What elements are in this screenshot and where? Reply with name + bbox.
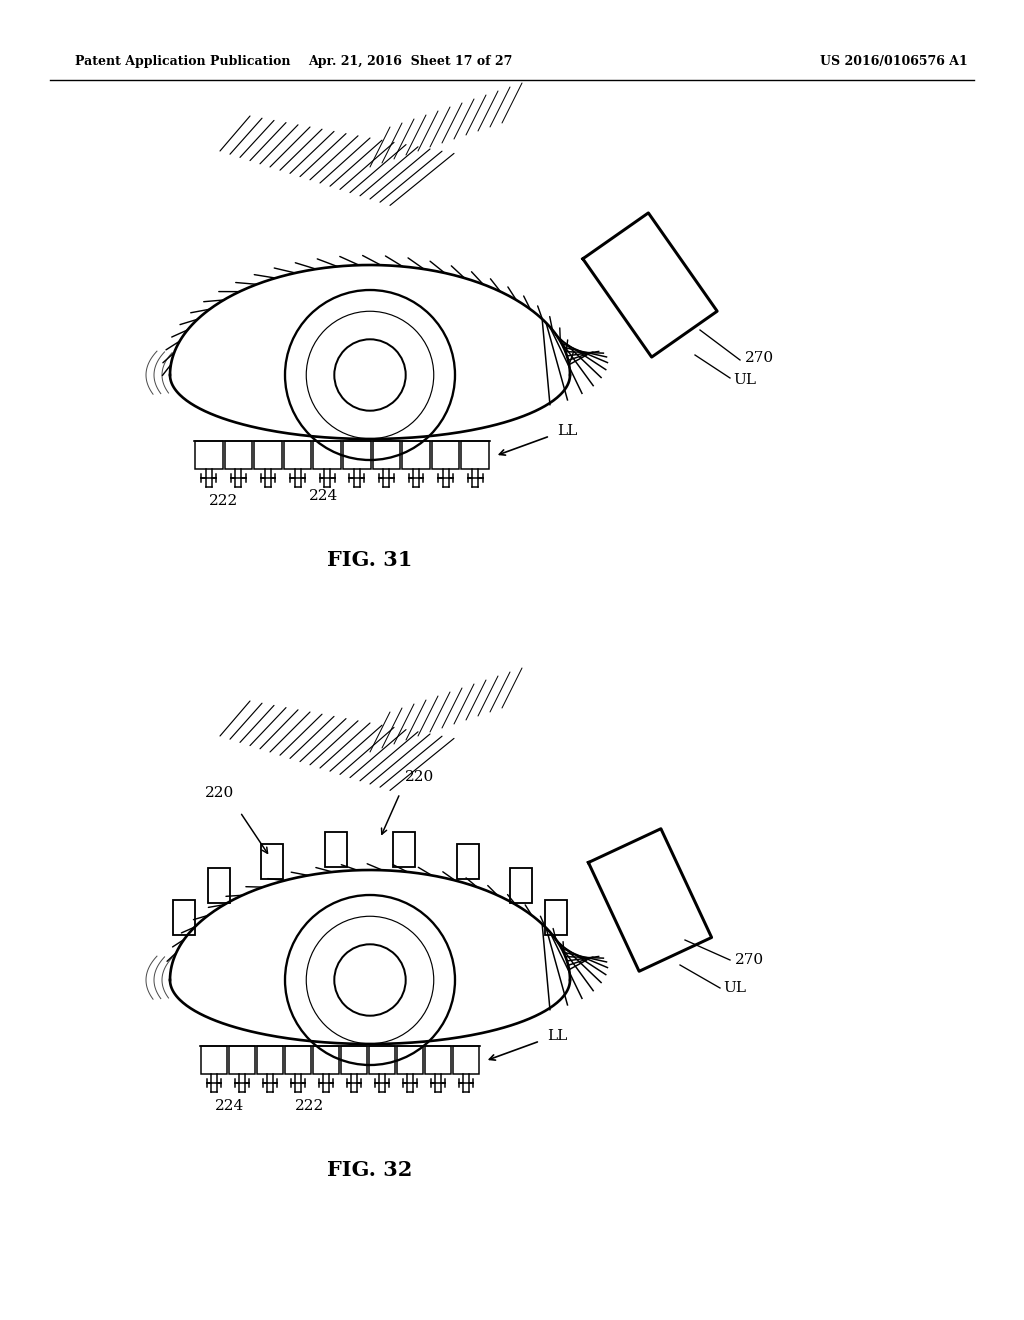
Bar bbox=[257, 1045, 283, 1074]
Bar bbox=[173, 899, 195, 935]
Text: 224: 224 bbox=[309, 488, 339, 503]
Text: 222: 222 bbox=[209, 494, 239, 508]
Bar bbox=[373, 441, 400, 469]
Bar bbox=[457, 843, 479, 879]
Bar bbox=[313, 441, 341, 469]
Bar bbox=[209, 867, 230, 903]
Bar bbox=[285, 1045, 311, 1074]
Text: 222: 222 bbox=[295, 1100, 325, 1113]
Bar bbox=[425, 1045, 451, 1074]
Text: 220: 220 bbox=[206, 785, 234, 800]
Text: 270: 270 bbox=[745, 351, 774, 366]
Bar bbox=[229, 1045, 255, 1074]
Bar bbox=[343, 441, 371, 469]
Text: Apr. 21, 2016  Sheet 17 of 27: Apr. 21, 2016 Sheet 17 of 27 bbox=[308, 55, 512, 69]
Text: UL: UL bbox=[723, 981, 746, 995]
Text: US 2016/0106576 A1: US 2016/0106576 A1 bbox=[820, 55, 968, 69]
Text: 220: 220 bbox=[406, 771, 434, 784]
Bar bbox=[545, 899, 567, 935]
Bar bbox=[254, 441, 282, 469]
Circle shape bbox=[334, 944, 406, 1015]
Bar bbox=[510, 867, 531, 903]
Bar bbox=[397, 1045, 423, 1074]
Bar bbox=[341, 1045, 367, 1074]
Bar bbox=[284, 441, 311, 469]
Text: UL: UL bbox=[733, 374, 756, 387]
Text: FIG. 31: FIG. 31 bbox=[328, 550, 413, 570]
Bar bbox=[325, 832, 347, 867]
Text: LL: LL bbox=[547, 1030, 567, 1043]
Text: FIG. 32: FIG. 32 bbox=[328, 1160, 413, 1180]
Text: 270: 270 bbox=[735, 953, 764, 968]
Bar bbox=[369, 1045, 395, 1074]
Bar bbox=[453, 1045, 479, 1074]
Bar bbox=[313, 1045, 339, 1074]
Bar bbox=[195, 441, 222, 469]
Text: 224: 224 bbox=[215, 1100, 245, 1113]
Circle shape bbox=[334, 339, 406, 411]
Text: LL: LL bbox=[557, 424, 578, 438]
Bar bbox=[201, 1045, 227, 1074]
Bar bbox=[393, 832, 415, 867]
Bar bbox=[432, 441, 460, 469]
Bar bbox=[224, 441, 252, 469]
Bar bbox=[462, 441, 489, 469]
Bar bbox=[261, 843, 283, 879]
Bar bbox=[402, 441, 430, 469]
Text: Patent Application Publication: Patent Application Publication bbox=[75, 55, 291, 69]
